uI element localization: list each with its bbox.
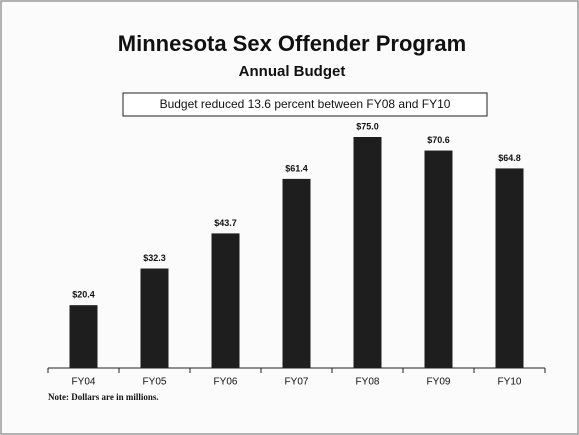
x-tick-label: FY10 bbox=[498, 377, 522, 388]
data-label: $32.3 bbox=[143, 253, 166, 263]
bar bbox=[69, 305, 98, 368]
x-tick-label: FY06 bbox=[214, 377, 238, 388]
bar bbox=[353, 137, 382, 368]
x-tick-label: FY09 bbox=[427, 377, 451, 388]
bar bbox=[140, 268, 169, 368]
x-tick-label: FY07 bbox=[285, 377, 309, 388]
data-label: $61.4 bbox=[285, 163, 308, 173]
x-tick-label: FY04 bbox=[72, 377, 96, 388]
data-label: $70.6 bbox=[427, 135, 450, 145]
x-tick-label: FY05 bbox=[143, 377, 167, 388]
bar bbox=[282, 178, 311, 368]
data-label: $20.4 bbox=[72, 290, 95, 300]
bar bbox=[211, 233, 240, 368]
annotation: Budget reduced 13.6 percent between FY08… bbox=[160, 97, 451, 111]
note: Note: Dollars are in millions. bbox=[48, 392, 159, 402]
annotation-box bbox=[122, 92, 488, 117]
x-tick-label: FY08 bbox=[356, 377, 380, 388]
data-label: $64.8 bbox=[498, 153, 521, 163]
chart-title: Minnesota Sex Offender Program bbox=[118, 31, 466, 56]
chart-subtitle: Annual Budget bbox=[239, 63, 346, 80]
data-label: $43.7 bbox=[214, 218, 237, 228]
bar bbox=[495, 168, 524, 368]
bar bbox=[424, 150, 453, 368]
data-label: $75.0 bbox=[356, 121, 379, 131]
